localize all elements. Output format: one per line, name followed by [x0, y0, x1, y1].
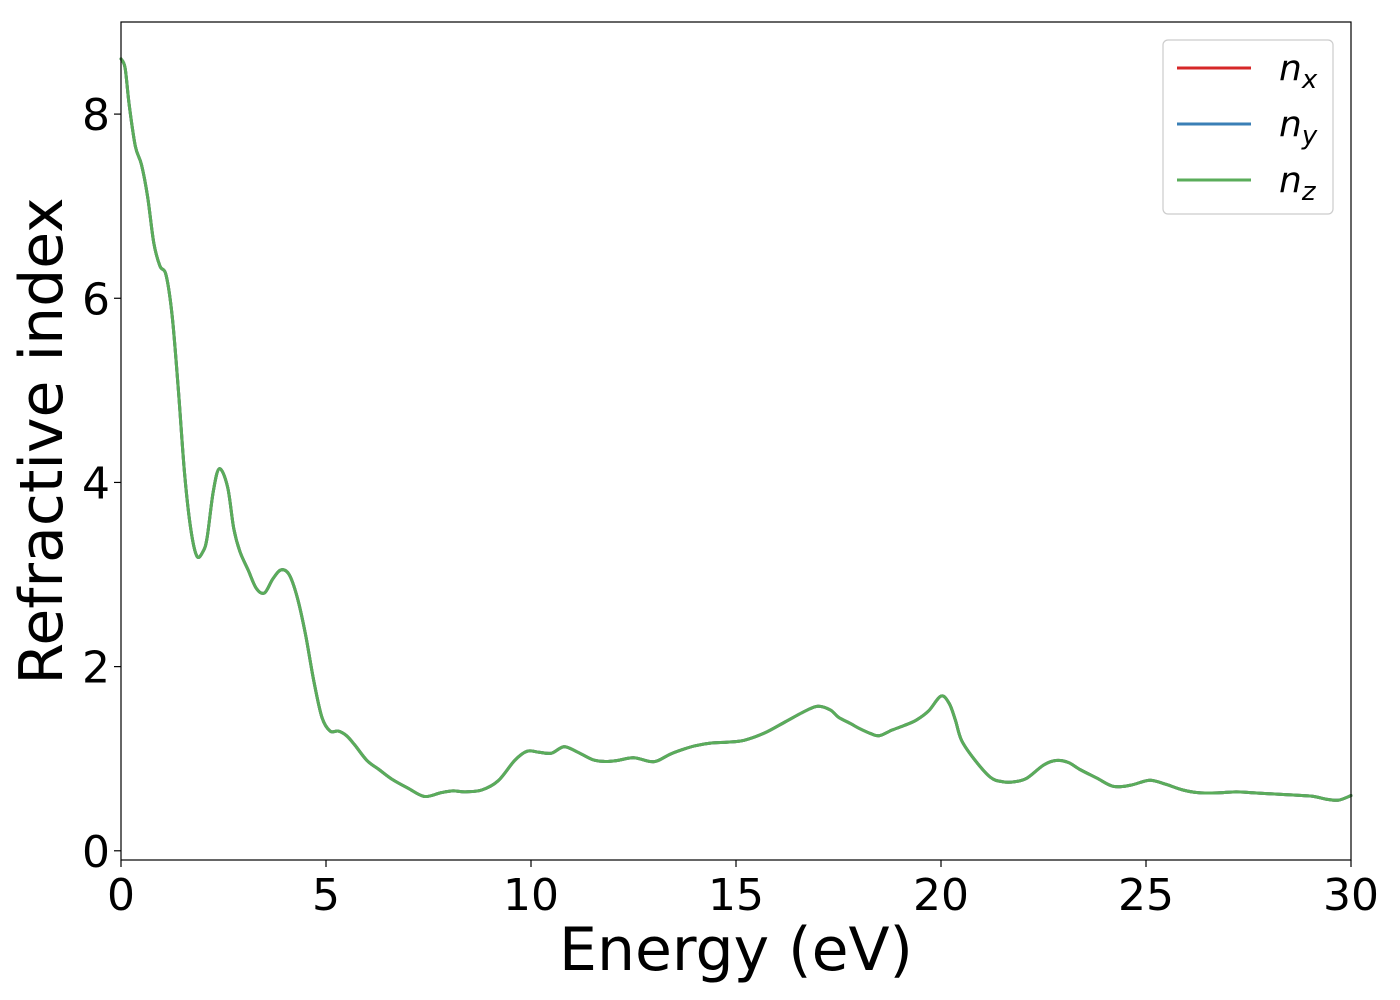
x-tick-label: 20 [913, 870, 969, 921]
series-line-nz [119, 57, 1353, 802]
y-axis-ticks: 0 2 4 6 8 [82, 90, 121, 878]
legend-label-nz: nz [1279, 160, 1317, 207]
y-tick-label: 0 [82, 827, 110, 878]
x-axis-title: Energy (eV) [559, 915, 913, 985]
plot-area [121, 22, 1351, 860]
x-tick-label: 0 [107, 870, 135, 921]
y-axis-title: Refractive index [7, 197, 77, 684]
y-tick-label: 2 [82, 643, 110, 694]
legend-label-nx: nx [1279, 48, 1318, 95]
x-tick-label: 10 [503, 870, 559, 921]
x-tick-label: 25 [1118, 870, 1174, 921]
legend-items: nx ny nz [1177, 48, 1318, 207]
legend-box [1162, 39, 1334, 215]
series-layer [119, 57, 1353, 802]
y-tick-label: 6 [82, 274, 110, 325]
y-tick-label: 4 [82, 458, 110, 509]
x-tick-label: 30 [1323, 870, 1379, 921]
y-tick-label: 8 [82, 90, 110, 141]
x-tick-label: 5 [312, 870, 340, 921]
legend: nx ny nz [1162, 39, 1334, 215]
legend-label-ny: ny [1279, 104, 1318, 151]
x-tick-label: 15 [708, 870, 764, 921]
x-axis-ticks: 0 5 10 15 20 25 30 [107, 860, 1379, 921]
